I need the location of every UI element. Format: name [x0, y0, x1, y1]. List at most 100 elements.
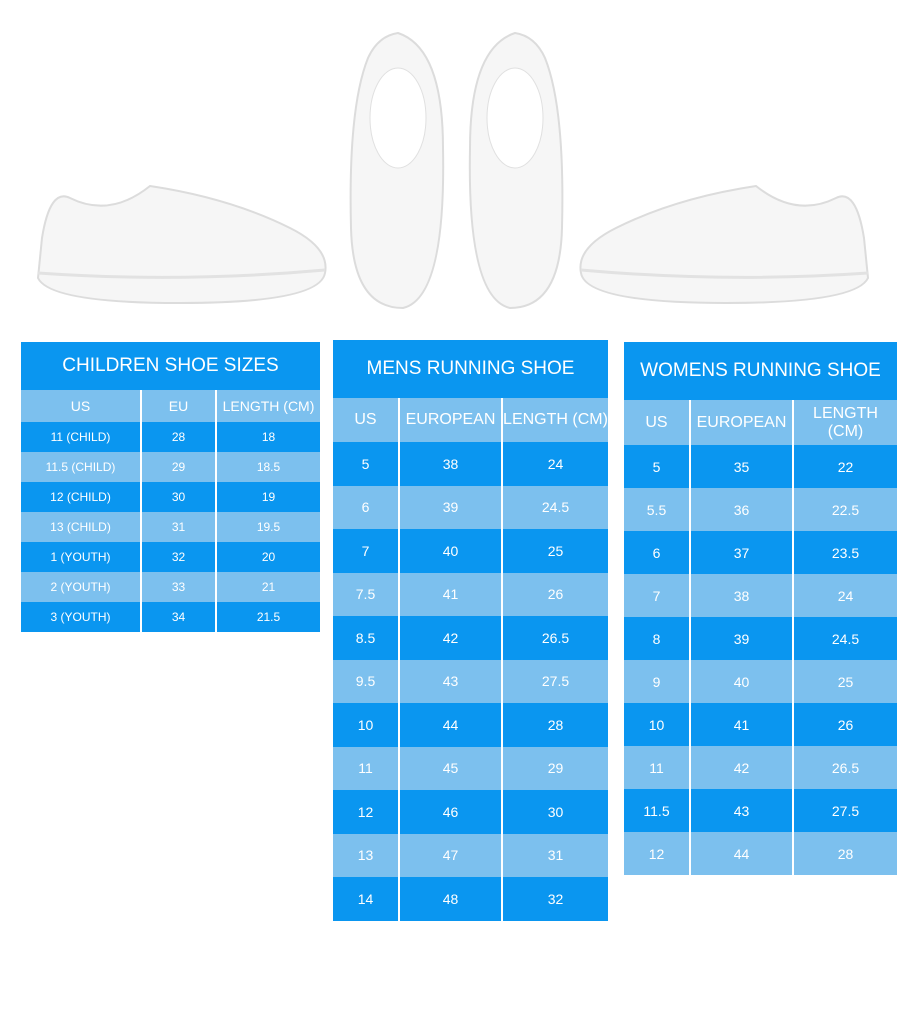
- table-row: 2 (YOUTH) 33 21: [21, 572, 320, 602]
- table-cell: 5: [333, 442, 399, 486]
- table-row: 11 42 26.5: [624, 746, 897, 789]
- table-cell: 32: [140, 542, 216, 572]
- table-cell: 28: [792, 832, 897, 875]
- table-cell: 24: [792, 574, 897, 617]
- table-row: 5 38 24: [333, 442, 608, 486]
- table-cell: 43: [689, 789, 793, 832]
- table-cell: 19.5: [215, 512, 320, 542]
- column-header: LENGTH (CM): [792, 400, 897, 445]
- table-cell: 45: [398, 746, 502, 790]
- header-row: US EUROPEAN LENGTH (CM): [333, 398, 608, 442]
- column-header: EU: [140, 390, 216, 422]
- shoe-side-right-image: [579, 184, 870, 305]
- table-row: 14 48 32: [333, 877, 608, 921]
- table-cell: 27.5: [501, 659, 608, 703]
- table-row: 12 46 30: [333, 790, 608, 834]
- table-cell: 36: [689, 488, 793, 531]
- table-cell: 29: [501, 746, 608, 790]
- table-row: 10 41 26: [624, 703, 897, 746]
- table-cell: 2 (YOUTH): [21, 572, 141, 602]
- table-row: 5.5 36 22.5: [624, 488, 897, 531]
- table-cell: 41: [689, 703, 793, 746]
- table-cell: 26: [792, 703, 897, 746]
- table-row: 9.5 43 27.5: [333, 659, 608, 703]
- column-header: LENGTH (CM): [215, 390, 320, 422]
- table-cell: 21: [215, 572, 320, 602]
- table-cell: 40: [398, 529, 502, 573]
- table-cell: 22: [792, 445, 897, 488]
- table-cell: 7: [333, 529, 399, 573]
- column-header: EUROPEAN: [689, 400, 793, 445]
- table-row: 3 (YOUTH) 34 21.5: [21, 602, 320, 632]
- table-cell: 6: [333, 485, 399, 529]
- table-title: WOMENS RUNNING SHOE: [624, 342, 897, 400]
- shoe-top-right-image: [468, 31, 564, 310]
- column-header: US: [21, 390, 141, 422]
- table-cell: 25: [501, 529, 608, 573]
- table-cell: 20: [215, 542, 320, 572]
- table-cell: 43: [398, 659, 502, 703]
- table-cell: 5.5: [624, 488, 690, 531]
- table-cell: 23.5: [792, 531, 897, 574]
- table-cell: 7: [624, 574, 690, 617]
- header-row: US EUROPEAN LENGTH (CM): [624, 400, 897, 445]
- table-cell: 32: [501, 877, 608, 921]
- table-cell: 34: [140, 602, 216, 632]
- table-row: 7.5 41 26: [333, 572, 608, 616]
- shoe-side-left-image: [36, 184, 327, 305]
- table-cell: 26: [501, 572, 608, 616]
- table-row: 11 45 29: [333, 746, 608, 790]
- table-row: 8 39 24.5: [624, 617, 897, 660]
- table-title: MENS RUNNING SHOE: [333, 340, 608, 398]
- table-cell: 44: [689, 832, 793, 875]
- table-cell: 37: [689, 531, 793, 574]
- table-cell: 18: [215, 422, 320, 452]
- table-row: 7 38 24: [624, 574, 897, 617]
- table-title: CHILDREN SHOE SIZES: [21, 342, 320, 390]
- table-cell: 3 (YOUTH): [21, 602, 141, 632]
- table-cell: 24: [501, 442, 608, 486]
- table-cell: 47: [398, 833, 502, 877]
- womens-size-table: WOMENS RUNNING SHOE US EUROPEAN LENGTH (CM…: [624, 342, 897, 875]
- table-cell: 13: [333, 833, 399, 877]
- table-cell: 11.5: [624, 789, 690, 832]
- table-cell: 24.5: [501, 485, 608, 529]
- table-cell: 12: [624, 832, 690, 875]
- table-cell: 42: [398, 616, 502, 660]
- table-cell: 9.5: [333, 659, 399, 703]
- table-cell: 38: [398, 442, 502, 486]
- table-cell: 35: [689, 445, 793, 488]
- table-cell: 8.5: [333, 616, 399, 660]
- table-cell: 5: [624, 445, 690, 488]
- table-cell: 30: [140, 482, 216, 512]
- table-cell: 9: [624, 660, 690, 703]
- table-row: 7 40 25: [333, 529, 608, 573]
- column-header: LENGTH (CM): [501, 398, 608, 442]
- table-cell: 21.5: [215, 602, 320, 632]
- table-cell: 41: [398, 572, 502, 616]
- table-row: 11.5 43 27.5: [624, 789, 897, 832]
- table-cell: 6: [624, 531, 690, 574]
- table-cell: 31: [140, 512, 216, 542]
- table-row: 13 (CHILD) 31 19.5: [21, 512, 320, 542]
- table-row: 8.5 42 26.5: [333, 616, 608, 660]
- table-cell: 24.5: [792, 617, 897, 660]
- column-header: US: [624, 400, 690, 445]
- table-cell: 11: [624, 746, 690, 789]
- table-cell: 8: [624, 617, 690, 660]
- table-cell: 31: [501, 833, 608, 877]
- table-cell: 22.5: [792, 488, 897, 531]
- table-row: 5 35 22: [624, 445, 897, 488]
- table-row: 6 37 23.5: [624, 531, 897, 574]
- mens-size-table: MENS RUNNING SHOE US EUROPEAN LENGTH (CM) …: [333, 340, 608, 921]
- table-cell: 26.5: [792, 746, 897, 789]
- table-cell: 1 (YOUTH): [21, 542, 141, 572]
- table-cell: 40: [689, 660, 793, 703]
- table-row: 9 40 25: [624, 660, 897, 703]
- table-cell: 14: [333, 877, 399, 921]
- table-cell: 12: [333, 790, 399, 834]
- table-cell: 11: [333, 746, 399, 790]
- table-cell: 10: [624, 703, 690, 746]
- table-cell: 44: [398, 703, 502, 747]
- column-header: US: [333, 398, 399, 442]
